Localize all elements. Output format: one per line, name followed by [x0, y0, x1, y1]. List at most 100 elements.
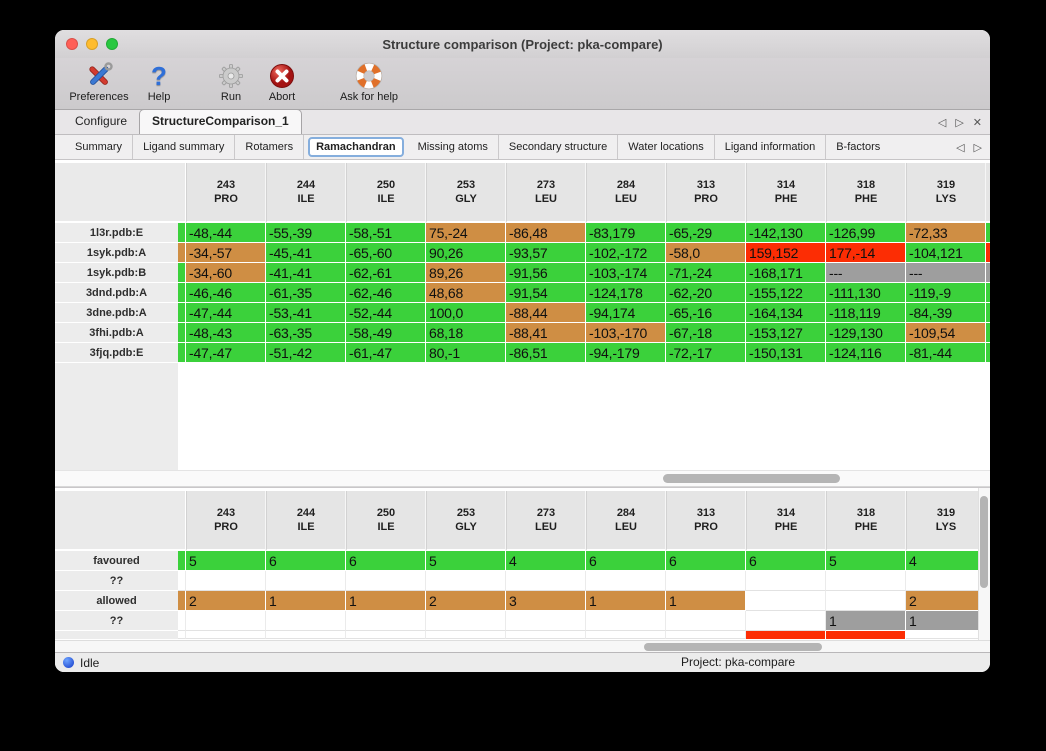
subtab-b-factors[interactable]: B-factors — [836, 141, 881, 153]
table-cell[interactable]: 5 — [426, 551, 506, 571]
table-cell[interactable]: -58,-51 — [346, 223, 426, 243]
help-button[interactable]: ? Help — [139, 58, 179, 110]
table-cell[interactable]: 1 — [826, 611, 906, 631]
table-cell[interactable]: -72,33 — [906, 223, 986, 243]
table-cell[interactable] — [346, 631, 426, 639]
run-button[interactable]: Run — [209, 58, 253, 110]
table-cell[interactable] — [266, 571, 346, 591]
table-cell[interactable]: 6 — [666, 551, 746, 571]
table-cell[interactable]: -86,51 — [506, 343, 586, 363]
table-cell[interactable]: 4 — [906, 551, 978, 571]
table-cell[interactable]: -129,130 — [826, 323, 906, 343]
table-cell[interactable]: -62,-46 — [346, 283, 426, 303]
table-cell[interactable] — [426, 611, 506, 631]
table-cell[interactable]: -124,178 — [586, 283, 666, 303]
table-cell[interactable]: -58,0 — [666, 243, 746, 263]
table-cell[interactable] — [666, 571, 746, 591]
subtab-water-locations[interactable]: Water locations — [618, 135, 715, 159]
table-cell[interactable]: -91,54 — [506, 283, 586, 303]
table-cell[interactable]: -63,-35 — [266, 323, 346, 343]
subtab-rotamers[interactable]: Rotamers — [235, 135, 305, 159]
table-cell[interactable]: -142,130 — [746, 223, 826, 243]
table-cell[interactable]: -93,57 — [506, 243, 586, 263]
table-cell[interactable] — [266, 631, 346, 639]
table-cell[interactable]: 68,18 — [426, 323, 506, 343]
table-cell[interactable]: 1 — [266, 591, 346, 611]
row-label[interactable]: 3dnd.pdb:A — [55, 283, 178, 303]
table-cell[interactable]: -83,179 — [586, 223, 666, 243]
table-cell[interactable]: -34,-57 — [186, 243, 266, 263]
table-cell[interactable]: 1 — [666, 591, 746, 611]
table-cell[interactable]: -34,-60 — [186, 263, 266, 283]
table-cell[interactable]: -150,131 — [746, 343, 826, 363]
table-cell[interactable]: -41,-41 — [266, 263, 346, 283]
table-cell[interactable] — [826, 631, 906, 639]
subtab-next-icon[interactable]: ▷ — [973, 141, 982, 154]
table-cell[interactable]: -62,-61 — [346, 263, 426, 283]
table-cell[interactable] — [906, 631, 978, 639]
table-cell[interactable]: 80,-1 — [426, 343, 506, 363]
table-cell[interactable]: -111,130 — [826, 283, 906, 303]
summary-table-hscrollbar-thumb[interactable] — [644, 643, 822, 651]
table-cell[interactable] — [586, 611, 666, 631]
table-cell[interactable]: -48,-43 — [186, 323, 266, 343]
row-label[interactable]: ?? — [55, 571, 178, 591]
table-cell[interactable]: -53,-41 — [266, 303, 346, 323]
table-cell[interactable]: -86,48 — [506, 223, 586, 243]
table-cell[interactable] — [826, 591, 906, 611]
subtab-summary[interactable]: Summary — [65, 135, 134, 159]
table-cell[interactable] — [346, 571, 426, 591]
table-cell[interactable]: 5 — [826, 551, 906, 571]
table-cell[interactable]: -91,56 — [506, 263, 586, 283]
table-cell[interactable]: -103,-174 — [586, 263, 666, 283]
table-cell[interactable]: -94,174 — [586, 303, 666, 323]
ask-for-help-button[interactable]: Ask for help — [325, 58, 413, 110]
table-cell[interactable]: --- — [906, 263, 986, 283]
table-cell[interactable] — [746, 591, 826, 611]
table-cell[interactable] — [506, 571, 586, 591]
table-cell[interactable] — [586, 631, 666, 639]
table-cell[interactable]: -52,-44 — [346, 303, 426, 323]
table-cell[interactable]: 6 — [746, 551, 826, 571]
subtab-ligand-information[interactable]: Ligand information — [715, 135, 827, 159]
table-cell[interactable]: 1 — [346, 591, 426, 611]
table-cell[interactable]: -126,99 — [826, 223, 906, 243]
table-cell[interactable]: -119,-9 — [906, 283, 986, 303]
row-label[interactable]: 3fhi.pdb:A — [55, 323, 178, 343]
tab-structurecomparison-1[interactable]: StructureComparison_1 — [139, 109, 302, 134]
summary-table-vscrollbar-thumb[interactable] — [980, 496, 988, 588]
table-cell[interactable] — [186, 611, 266, 631]
table-cell[interactable] — [426, 571, 506, 591]
table-cell[interactable]: -118,119 — [826, 303, 906, 323]
table-cell[interactable] — [426, 631, 506, 639]
table-cell[interactable] — [906, 571, 978, 591]
table-cell[interactable]: 6 — [266, 551, 346, 571]
table-cell[interactable] — [266, 611, 346, 631]
table-cell[interactable]: -103,-170 — [586, 323, 666, 343]
row-label[interactable]: 1syk.pdb:A — [55, 243, 178, 263]
table-cell[interactable] — [186, 631, 266, 639]
table-cell[interactable]: -48,-44 — [186, 223, 266, 243]
table-cell[interactable]: -46,-46 — [186, 283, 266, 303]
table-cell[interactable]: 90,26 — [426, 243, 506, 263]
close-window-button[interactable] — [66, 38, 78, 50]
table-cell[interactable] — [826, 571, 906, 591]
table-cell[interactable] — [586, 571, 666, 591]
table-cell[interactable]: -45,-41 — [266, 243, 346, 263]
tab-next-icon[interactable]: ▷ — [955, 116, 964, 129]
table-cell[interactable]: -65,-29 — [666, 223, 746, 243]
table-cell[interactable]: 6 — [346, 551, 426, 571]
table-cell[interactable]: -47,-44 — [186, 303, 266, 323]
table-cell[interactable]: -62,-20 — [666, 283, 746, 303]
table-cell[interactable] — [186, 571, 266, 591]
table-cell[interactable]: --- — [826, 263, 906, 283]
table-cell[interactable]: 2 — [906, 591, 978, 611]
minimize-window-button[interactable] — [86, 38, 98, 50]
table-cell[interactable]: 75,-24 — [426, 223, 506, 243]
tab-close-icon[interactable]: ✕ — [972, 116, 982, 129]
table-cell[interactable]: -71,-24 — [666, 263, 746, 283]
table-cell[interactable]: -155,122 — [746, 283, 826, 303]
table-cell[interactable]: -102,-172 — [586, 243, 666, 263]
table-cell[interactable] — [666, 611, 746, 631]
table-cell[interactable]: -109,54 — [906, 323, 986, 343]
